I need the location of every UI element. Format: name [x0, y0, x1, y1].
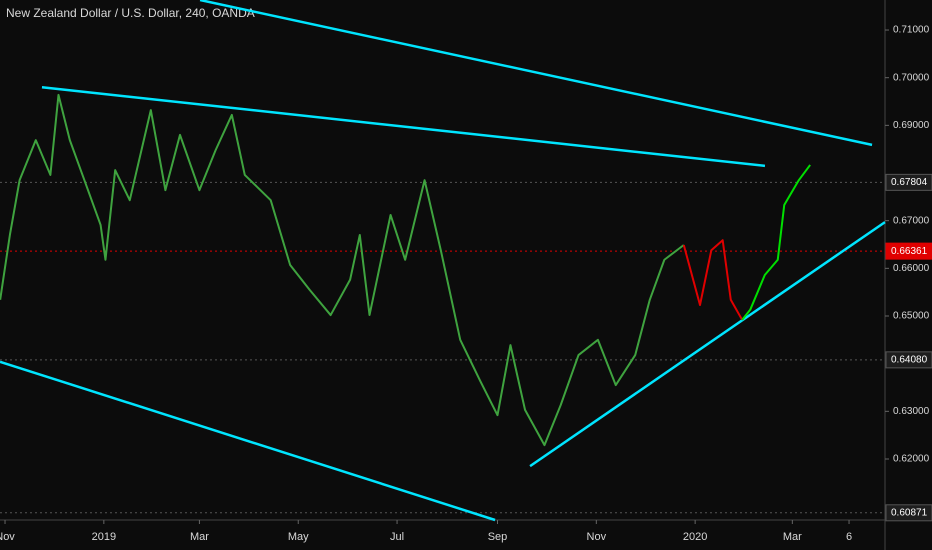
- x-tick-label: Jul: [390, 531, 404, 543]
- y-tick-label: 0.67000: [893, 215, 930, 226]
- price-line-series: [0, 93, 685, 447]
- price-label: 0.67804: [891, 177, 928, 188]
- y-tick-label: 0.66000: [893, 263, 930, 274]
- x-tick-label: Mar: [783, 531, 802, 543]
- y-tick-label: 0.71000: [893, 25, 930, 36]
- trendline: [0, 360, 496, 522]
- price-label-box: [885, 173, 932, 191]
- y-tick-label: 0.70000: [893, 72, 930, 83]
- trendline: [529, 221, 886, 468]
- price-line-series: [741, 164, 811, 321]
- trendline: [199, 0, 873, 147]
- x-tick-label: May: [288, 531, 309, 543]
- x-tick-label: Nov: [587, 531, 607, 543]
- price-label-box: [885, 504, 932, 522]
- x-tick-label: Mar: [190, 531, 209, 543]
- x-tick-label: 6: [846, 531, 852, 543]
- chart-title: New Zealand Dollar / U.S. Dollar, 240, O…: [6, 6, 255, 20]
- price-label: 0.60871: [891, 507, 928, 518]
- price-label: 0.66361: [891, 246, 928, 257]
- x-tick-label: 2020: [683, 531, 707, 543]
- price-line-series: [682, 239, 743, 321]
- x-tick-label: Nov: [0, 531, 15, 543]
- price-label-box: [885, 242, 932, 260]
- price-label: 0.64080: [891, 354, 928, 365]
- y-tick-label: 0.63000: [893, 406, 930, 417]
- y-tick-label: 0.65000: [893, 311, 930, 322]
- x-tick-label: Sep: [488, 531, 508, 543]
- trendline: [41, 85, 766, 168]
- y-tick-label: 0.62000: [893, 454, 930, 465]
- y-tick-label: 0.69000: [893, 120, 930, 131]
- x-tick-label: 2019: [92, 531, 116, 543]
- price-label-box: [885, 351, 932, 369]
